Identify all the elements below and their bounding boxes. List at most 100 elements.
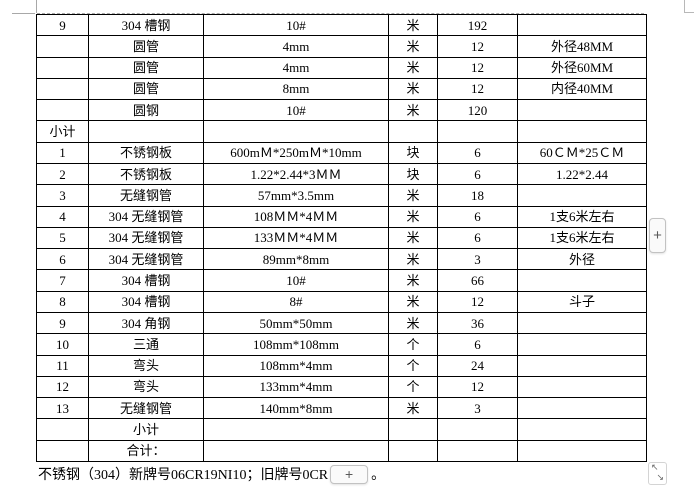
cell-no[interactable] xyxy=(36,56,89,79)
cell-unit[interactable] xyxy=(388,418,438,441)
cell-name[interactable]: 304 无缝钢管 xyxy=(88,226,204,250)
cell-no[interactable] xyxy=(36,99,89,122)
cell-name[interactable]: 不锈钢板 xyxy=(88,162,204,186)
cell-note[interactable] xyxy=(517,120,647,143)
add-column-button[interactable]: + xyxy=(649,218,666,253)
cell-qty[interactable]: 6 xyxy=(437,333,518,356)
cell-spec[interactable]: 133mm*4mm xyxy=(203,375,389,399)
cell-spec[interactable]: 108ＭＭ*4ＭＭ xyxy=(203,205,389,228)
cell-no[interactable]: 7 xyxy=(36,269,89,292)
cell-unit[interactable]: 块 xyxy=(388,141,438,164)
cell-unit[interactable] xyxy=(388,439,438,463)
cell-note[interactable] xyxy=(517,375,647,399)
cell-no[interactable] xyxy=(36,418,89,441)
cell-note[interactable]: 斗子 xyxy=(517,290,647,313)
cell-note[interactable] xyxy=(517,418,647,441)
cell-no[interactable]: 12 xyxy=(36,375,89,399)
cell-unit[interactable]: 米 xyxy=(388,99,438,122)
cell-name[interactable]: 小计 xyxy=(88,418,204,441)
cell-unit[interactable]: 米 xyxy=(388,311,438,335)
cell-note[interactable] xyxy=(517,439,647,463)
cell-note[interactable] xyxy=(517,354,647,377)
cell-unit[interactable]: 米 xyxy=(388,13,438,37)
table-resize-handle[interactable]: ↖ ↘ xyxy=(648,462,667,485)
cell-name[interactable]: 304 无缝钢管 xyxy=(88,205,204,228)
cell-name[interactable]: 圆管 xyxy=(88,35,204,58)
cell-spec[interactable]: 10# xyxy=(203,99,389,122)
cell-no[interactable]: 11 xyxy=(36,354,89,377)
cell-no[interactable]: 1 xyxy=(36,141,89,164)
cell-qty[interactable]: 12 xyxy=(437,290,518,313)
cell-no[interactable]: 10 xyxy=(36,333,89,356)
cell-name[interactable]: 无缝钢管 xyxy=(88,397,204,420)
cell-unit[interactable]: 米 xyxy=(388,35,438,58)
cell-qty[interactable]: 18 xyxy=(437,184,518,207)
cell-spec[interactable]: 4mm xyxy=(203,56,389,79)
cell-spec[interactable] xyxy=(203,439,389,463)
cell-qty[interactable]: 12 xyxy=(437,77,518,101)
cell-qty[interactable]: 6 xyxy=(437,141,518,164)
cell-unit[interactable]: 米 xyxy=(388,56,438,79)
cell-name[interactable]: 圆钢 xyxy=(88,99,204,122)
cell-qty[interactable]: 6 xyxy=(437,162,518,186)
cell-unit[interactable]: 个 xyxy=(388,375,438,399)
cell-note[interactable]: 外径60MM xyxy=(517,56,647,79)
cell-qty[interactable]: 6 xyxy=(437,226,518,250)
cell-no[interactable]: 9 xyxy=(36,311,89,335)
cell-no[interactable]: 小计 xyxy=(36,120,89,143)
cell-note[interactable] xyxy=(517,184,647,207)
cell-unit[interactable]: 个 xyxy=(388,333,438,356)
cell-unit[interactable]: 块 xyxy=(388,162,438,186)
cell-unit[interactable] xyxy=(388,120,438,143)
cell-spec[interactable]: 108mm*108mm xyxy=(203,333,389,356)
cell-no[interactable]: 8 xyxy=(36,290,89,313)
cell-note[interactable] xyxy=(517,99,647,122)
cell-qty[interactable]: 12 xyxy=(437,375,518,399)
cell-spec[interactable]: 1.22*2.44*3ＭＭ xyxy=(203,162,389,186)
cell-name[interactable]: 圆管 xyxy=(88,77,204,101)
cell-unit[interactable]: 米 xyxy=(388,205,438,228)
cell-unit[interactable]: 米 xyxy=(388,184,438,207)
cell-unit[interactable]: 米 xyxy=(388,290,438,313)
cell-name[interactable]: 合计： xyxy=(88,439,204,463)
cell-no[interactable]: 5 xyxy=(36,226,89,250)
add-row-button[interactable]: + xyxy=(330,464,369,484)
cell-name[interactable]: 圆管 xyxy=(88,56,204,79)
cell-name[interactable]: 304 无缝钢管 xyxy=(88,248,204,271)
cell-qty[interactable]: 6 xyxy=(437,205,518,228)
cell-name[interactable]: 三通 xyxy=(88,333,204,356)
cell-note[interactable] xyxy=(517,397,647,420)
cell-unit[interactable]: 米 xyxy=(388,397,438,420)
cell-no[interactable]: 9 xyxy=(36,13,89,37)
cell-spec[interactable]: 57mm*3.5mm xyxy=(203,184,389,207)
cell-spec[interactable]: 140mm*8mm xyxy=(203,397,389,420)
cell-spec[interactable]: 4mm xyxy=(203,35,389,58)
cell-note[interactable] xyxy=(517,311,647,335)
cell-unit[interactable]: 米 xyxy=(388,226,438,250)
cell-spec[interactable]: 8# xyxy=(203,290,389,313)
cell-name[interactable]: 304 槽钢 xyxy=(88,13,204,37)
cell-spec[interactable]: 600mＭ*250mＭ*10mm xyxy=(203,141,389,164)
cell-no[interactable] xyxy=(36,439,89,463)
cell-unit[interactable]: 米 xyxy=(388,77,438,101)
cell-qty[interactable]: 36 xyxy=(437,311,518,335)
cell-qty[interactable]: 3 xyxy=(437,248,518,271)
cell-note[interactable]: 外径48MM xyxy=(517,35,647,58)
cell-name[interactable]: 弯头 xyxy=(88,354,204,377)
cell-spec[interactable]: 8mm xyxy=(203,77,389,101)
cell-note[interactable]: 1支6米左右 xyxy=(517,205,647,228)
cell-note[interactable] xyxy=(517,333,647,356)
cell-name[interactable]: 弯头 xyxy=(88,375,204,399)
cell-note[interactable] xyxy=(517,269,647,292)
cell-name[interactable]: 304 槽钢 xyxy=(88,290,204,313)
cell-spec[interactable]: 10# xyxy=(203,269,389,292)
cell-qty[interactable]: 66 xyxy=(437,269,518,292)
cell-no[interactable]: 6 xyxy=(36,248,89,271)
cell-spec[interactable]: 133ＭＭ*4ＭＭ xyxy=(203,226,389,250)
cell-note[interactable]: 1.22*2.44 xyxy=(517,162,647,186)
cell-qty[interactable] xyxy=(437,418,518,441)
cell-unit[interactable]: 米 xyxy=(388,269,438,292)
cell-qty[interactable]: 12 xyxy=(437,56,518,79)
cell-no[interactable]: 13 xyxy=(36,397,89,420)
cell-no[interactable]: 2 xyxy=(36,162,89,186)
